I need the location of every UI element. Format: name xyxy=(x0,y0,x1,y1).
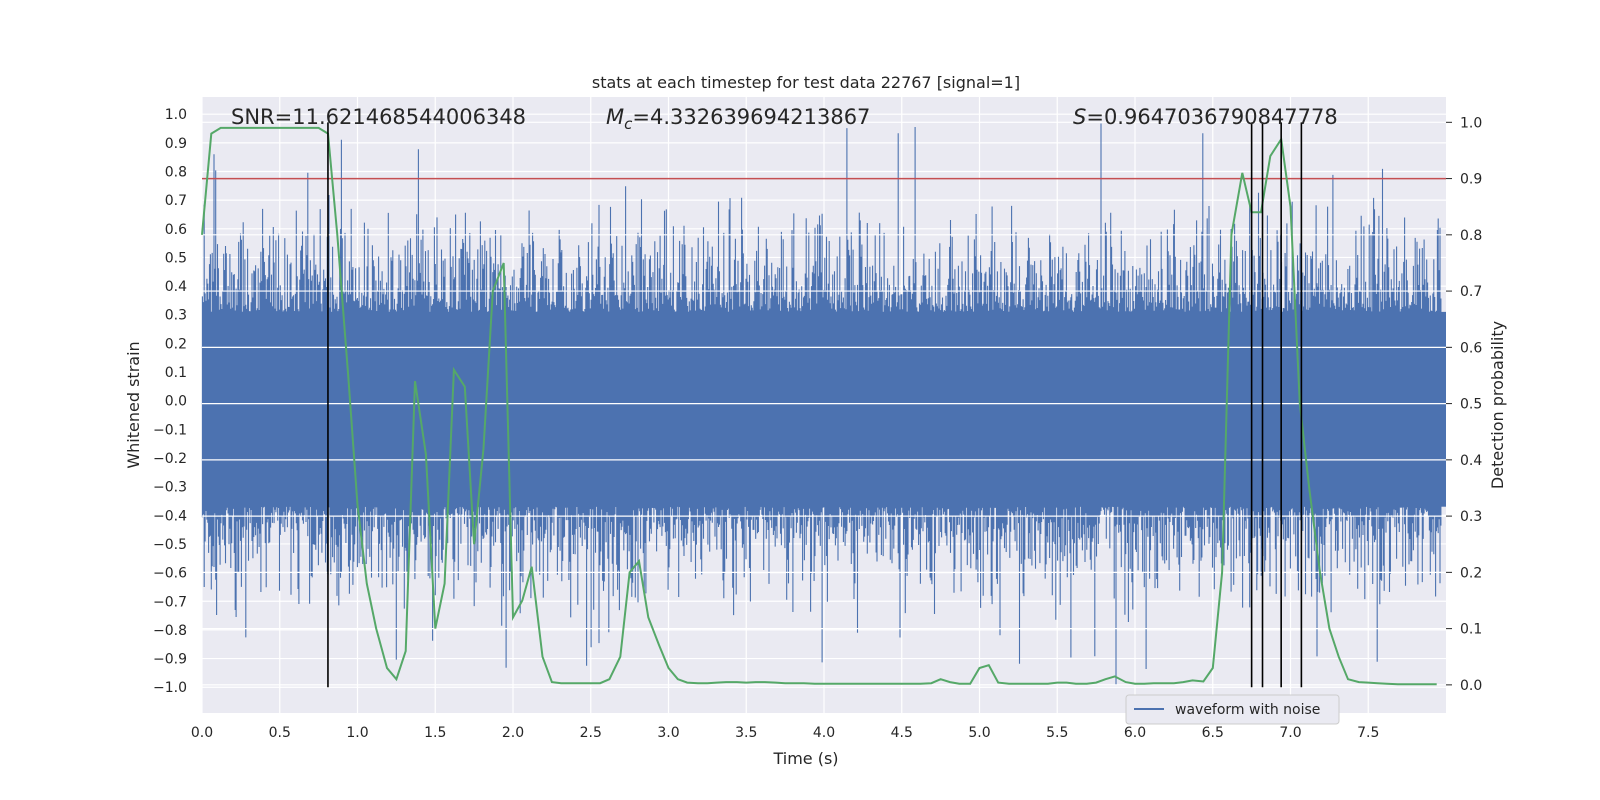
s-statistic-annotation: S=0.9647036790847778 xyxy=(1073,105,1338,129)
y-left-tick-label: 0.7 xyxy=(165,193,187,209)
s-statistic-value: =0.9647036790847778 xyxy=(1086,105,1337,129)
x-tick-label: 2.0 xyxy=(502,725,524,741)
y-left-tick-label: 0.1 xyxy=(165,365,187,381)
legend: waveform with noise xyxy=(1125,694,1340,725)
y-left-tick-label: 0.8 xyxy=(165,164,187,180)
x-tick-label: 4.0 xyxy=(813,725,835,741)
y-left-axis-label: Whitened strain xyxy=(124,341,143,468)
y-left-tick-label: 0.2 xyxy=(165,336,187,352)
x-axis-ticks: 0.0 0.5 1.0 1.5 2.0 2.5 3.0 3.5 4.0 4.5 5.0 5.5 6.0 6… xyxy=(191,725,1380,741)
y-left-tick-label: 1.0 xyxy=(165,107,187,123)
chirp-mass-symbol: M xyxy=(606,105,624,129)
y-right-tick-label: 0.9 xyxy=(1460,172,1482,188)
y-left-tick-label: 0.3 xyxy=(165,308,187,324)
y-left-tick-label: −0.4 xyxy=(153,508,187,524)
y-left-tick-label: −1.0 xyxy=(153,680,187,696)
y-right-axis-ticks: 1.0 0.9 0.8 0.7 0.6 0.5 0.4 0.3 0.2 0.1 0.0 xyxy=(1446,115,1482,694)
x-tick-label: 4.5 xyxy=(891,725,913,741)
legend-box xyxy=(1125,694,1340,725)
y-right-tick-label: 0.3 xyxy=(1460,509,1482,525)
y-right-tick-label: 0.4 xyxy=(1460,453,1482,469)
chirp-mass-subscript: c xyxy=(624,115,633,133)
event-markers xyxy=(327,122,1303,688)
waveform-series xyxy=(201,123,1446,685)
x-tick-label: 3.0 xyxy=(657,725,679,741)
x-tick-label: 0.5 xyxy=(269,725,291,741)
y-left-tick-label: 0.0 xyxy=(165,394,187,410)
y-left-tick-label: −0.5 xyxy=(153,537,187,553)
y-right-tick-label: 0.2 xyxy=(1460,565,1482,581)
legend-label-waveform: waveform with noise xyxy=(1175,702,1320,718)
y-right-tick-label: 0.1 xyxy=(1460,622,1482,638)
y-left-tick-label: 0.6 xyxy=(165,222,187,238)
x-tick-label: 5.5 xyxy=(1046,725,1068,741)
y-right-tick-label: 1.0 xyxy=(1460,115,1482,131)
x-tick-label: 6.0 xyxy=(1124,725,1146,741)
y-right-tick-label: 0.8 xyxy=(1460,228,1482,244)
x-tick-label: 3.5 xyxy=(735,725,757,741)
x-tick-label: 7.5 xyxy=(1357,725,1379,741)
x-tick-label: 5.0 xyxy=(968,725,990,741)
s-statistic-symbol: S xyxy=(1073,105,1086,129)
y-right-tick-label: 0.0 xyxy=(1460,678,1482,694)
y-left-tick-label: −0.9 xyxy=(153,652,187,668)
chirp-mass-value: =4.332639694213867 xyxy=(632,105,870,129)
x-axis-label: Time (s) xyxy=(772,749,838,768)
y-left-tick-label: 0.4 xyxy=(165,279,187,295)
x-tick-label: 1.0 xyxy=(346,725,368,741)
y-left-tick-label: 0.5 xyxy=(165,250,187,266)
y-left-axis-ticks: 1.0 0.9 0.8 0.7 0.6 0.5 0.4 0.3 0.2 0.1 0.0 −0.1 −0.… xyxy=(153,107,187,696)
x-tick-label: 2.5 xyxy=(580,725,602,741)
x-tick-label: 6.5 xyxy=(1202,725,1224,741)
y-right-axis-label: Detection probability xyxy=(1488,321,1507,489)
y-left-tick-label: −0.1 xyxy=(153,422,187,438)
y-right-tick-label: 0.7 xyxy=(1460,284,1482,300)
chirp-mass-annotation: Mc=4.332639694213867 xyxy=(606,105,870,133)
y-right-tick-label: 0.5 xyxy=(1460,397,1482,413)
y-left-tick-label: −0.7 xyxy=(153,594,187,610)
y-left-tick-label: −0.8 xyxy=(153,623,187,639)
x-tick-label: 1.5 xyxy=(424,725,446,741)
x-tick-label: 7.0 xyxy=(1279,725,1301,741)
y-left-tick-label: 0.9 xyxy=(165,136,187,152)
waveform-spikes xyxy=(201,123,1442,685)
chart-title: stats at each timestep for test data 227… xyxy=(592,73,1020,92)
detection-probability-line xyxy=(201,126,1437,686)
y-left-tick-label: −0.2 xyxy=(153,451,187,467)
snr-annotation: SNR=11.621468544006348 xyxy=(231,105,526,129)
y-left-tick-label: −0.3 xyxy=(153,480,187,496)
y-left-tick-label: −0.6 xyxy=(153,566,187,582)
y-right-tick-label: 0.6 xyxy=(1460,340,1482,356)
x-tick-label: 0.0 xyxy=(191,725,213,741)
